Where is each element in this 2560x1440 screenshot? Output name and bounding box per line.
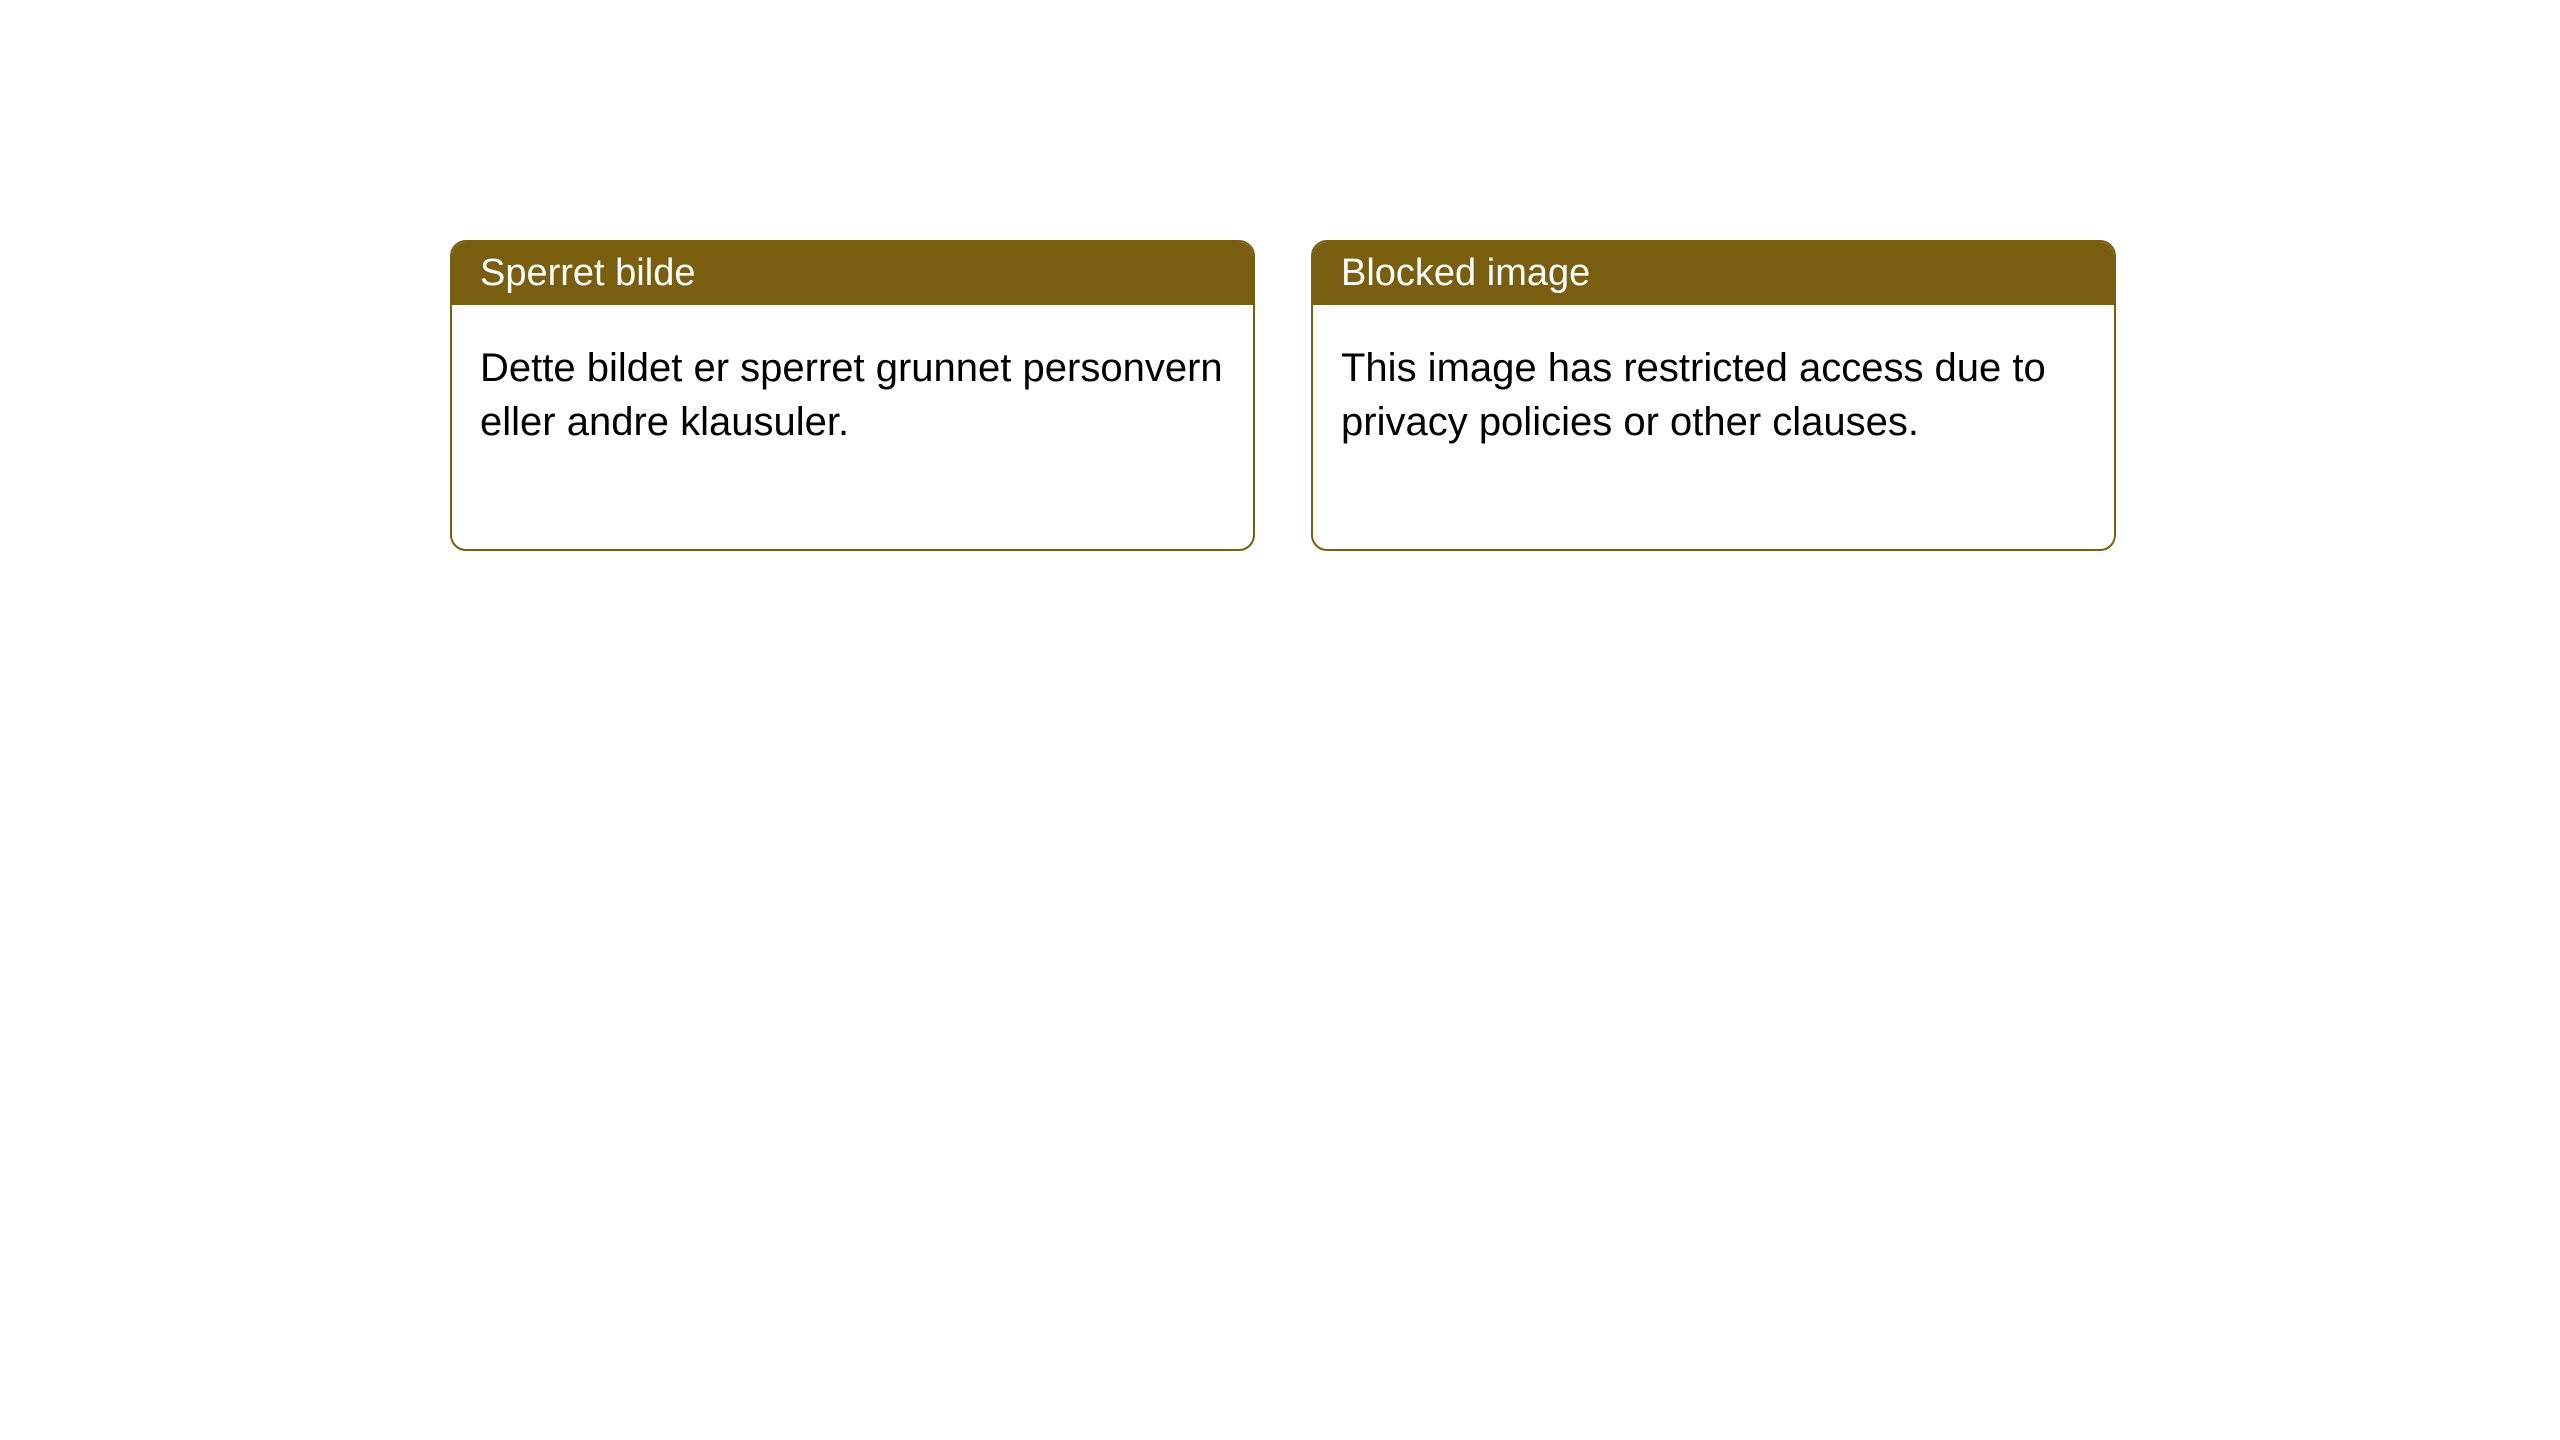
card-body-text: Dette bildet er sperret grunnet personve… xyxy=(480,346,1223,444)
notice-card-norwegian: Sperret bilde Dette bildet er sperret gr… xyxy=(450,240,1255,551)
card-title: Blocked image xyxy=(1341,252,1590,294)
card-body-text: This image has restricted access due to … xyxy=(1341,346,2046,444)
card-header: Sperret bilde xyxy=(452,242,1253,305)
card-body: Dette bildet er sperret grunnet personve… xyxy=(452,305,1253,549)
card-body: This image has restricted access due to … xyxy=(1313,305,2114,549)
card-header: Blocked image xyxy=(1313,242,2114,305)
card-title: Sperret bilde xyxy=(480,252,695,294)
notice-cards-container: Sperret bilde Dette bildet er sperret gr… xyxy=(0,0,2560,551)
notice-card-english: Blocked image This image has restricted … xyxy=(1311,240,2116,551)
